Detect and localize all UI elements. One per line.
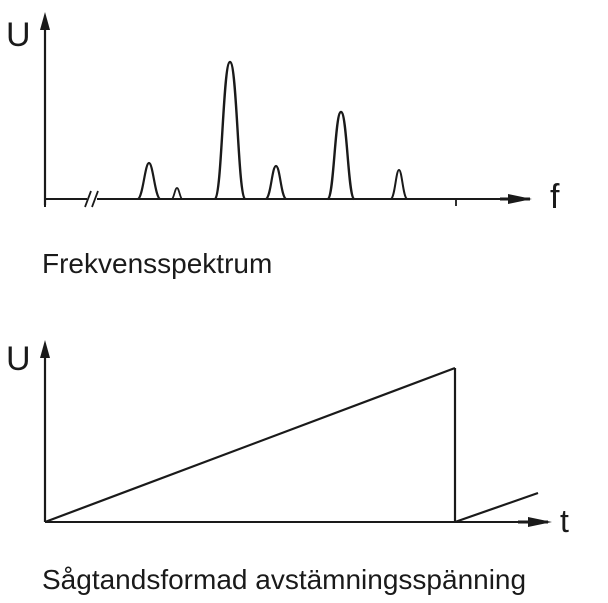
sawtooth-caption: Sågtandsformad avstämningsspänning	[42, 564, 527, 595]
sawtooth-ramp-2	[454, 491, 539, 524]
spectrum-y-arrow-icon	[40, 12, 50, 30]
sawtooth-panel	[40, 340, 552, 527]
spectrum-x-axis-label: f	[550, 178, 560, 216]
sawtooth-x-axis-label: t	[560, 503, 569, 539]
sawtooth-ramp-1	[44, 366, 456, 524]
spectrum-axis-break-mark-2	[91, 190, 99, 208]
spectrum-peak-1	[137, 161, 161, 201]
sawtooth-y-arrow-icon	[40, 340, 50, 358]
spectrum-caption: Frekvensspektrum	[42, 248, 273, 279]
spectrum-peak-4	[265, 164, 287, 201]
sawtooth-y-axis-label: U	[6, 340, 31, 378]
spectrum-peak-3	[213, 60, 247, 201]
spectrum-axis-break-mark-1	[84, 190, 92, 208]
spectrum-peak-5	[326, 110, 356, 201]
spectrum-peak-2	[171, 187, 183, 200]
spectrum-y-axis-label: U	[6, 16, 31, 54]
spectrum-peak-6	[390, 168, 408, 200]
spectrum-panel	[40, 12, 532, 208]
